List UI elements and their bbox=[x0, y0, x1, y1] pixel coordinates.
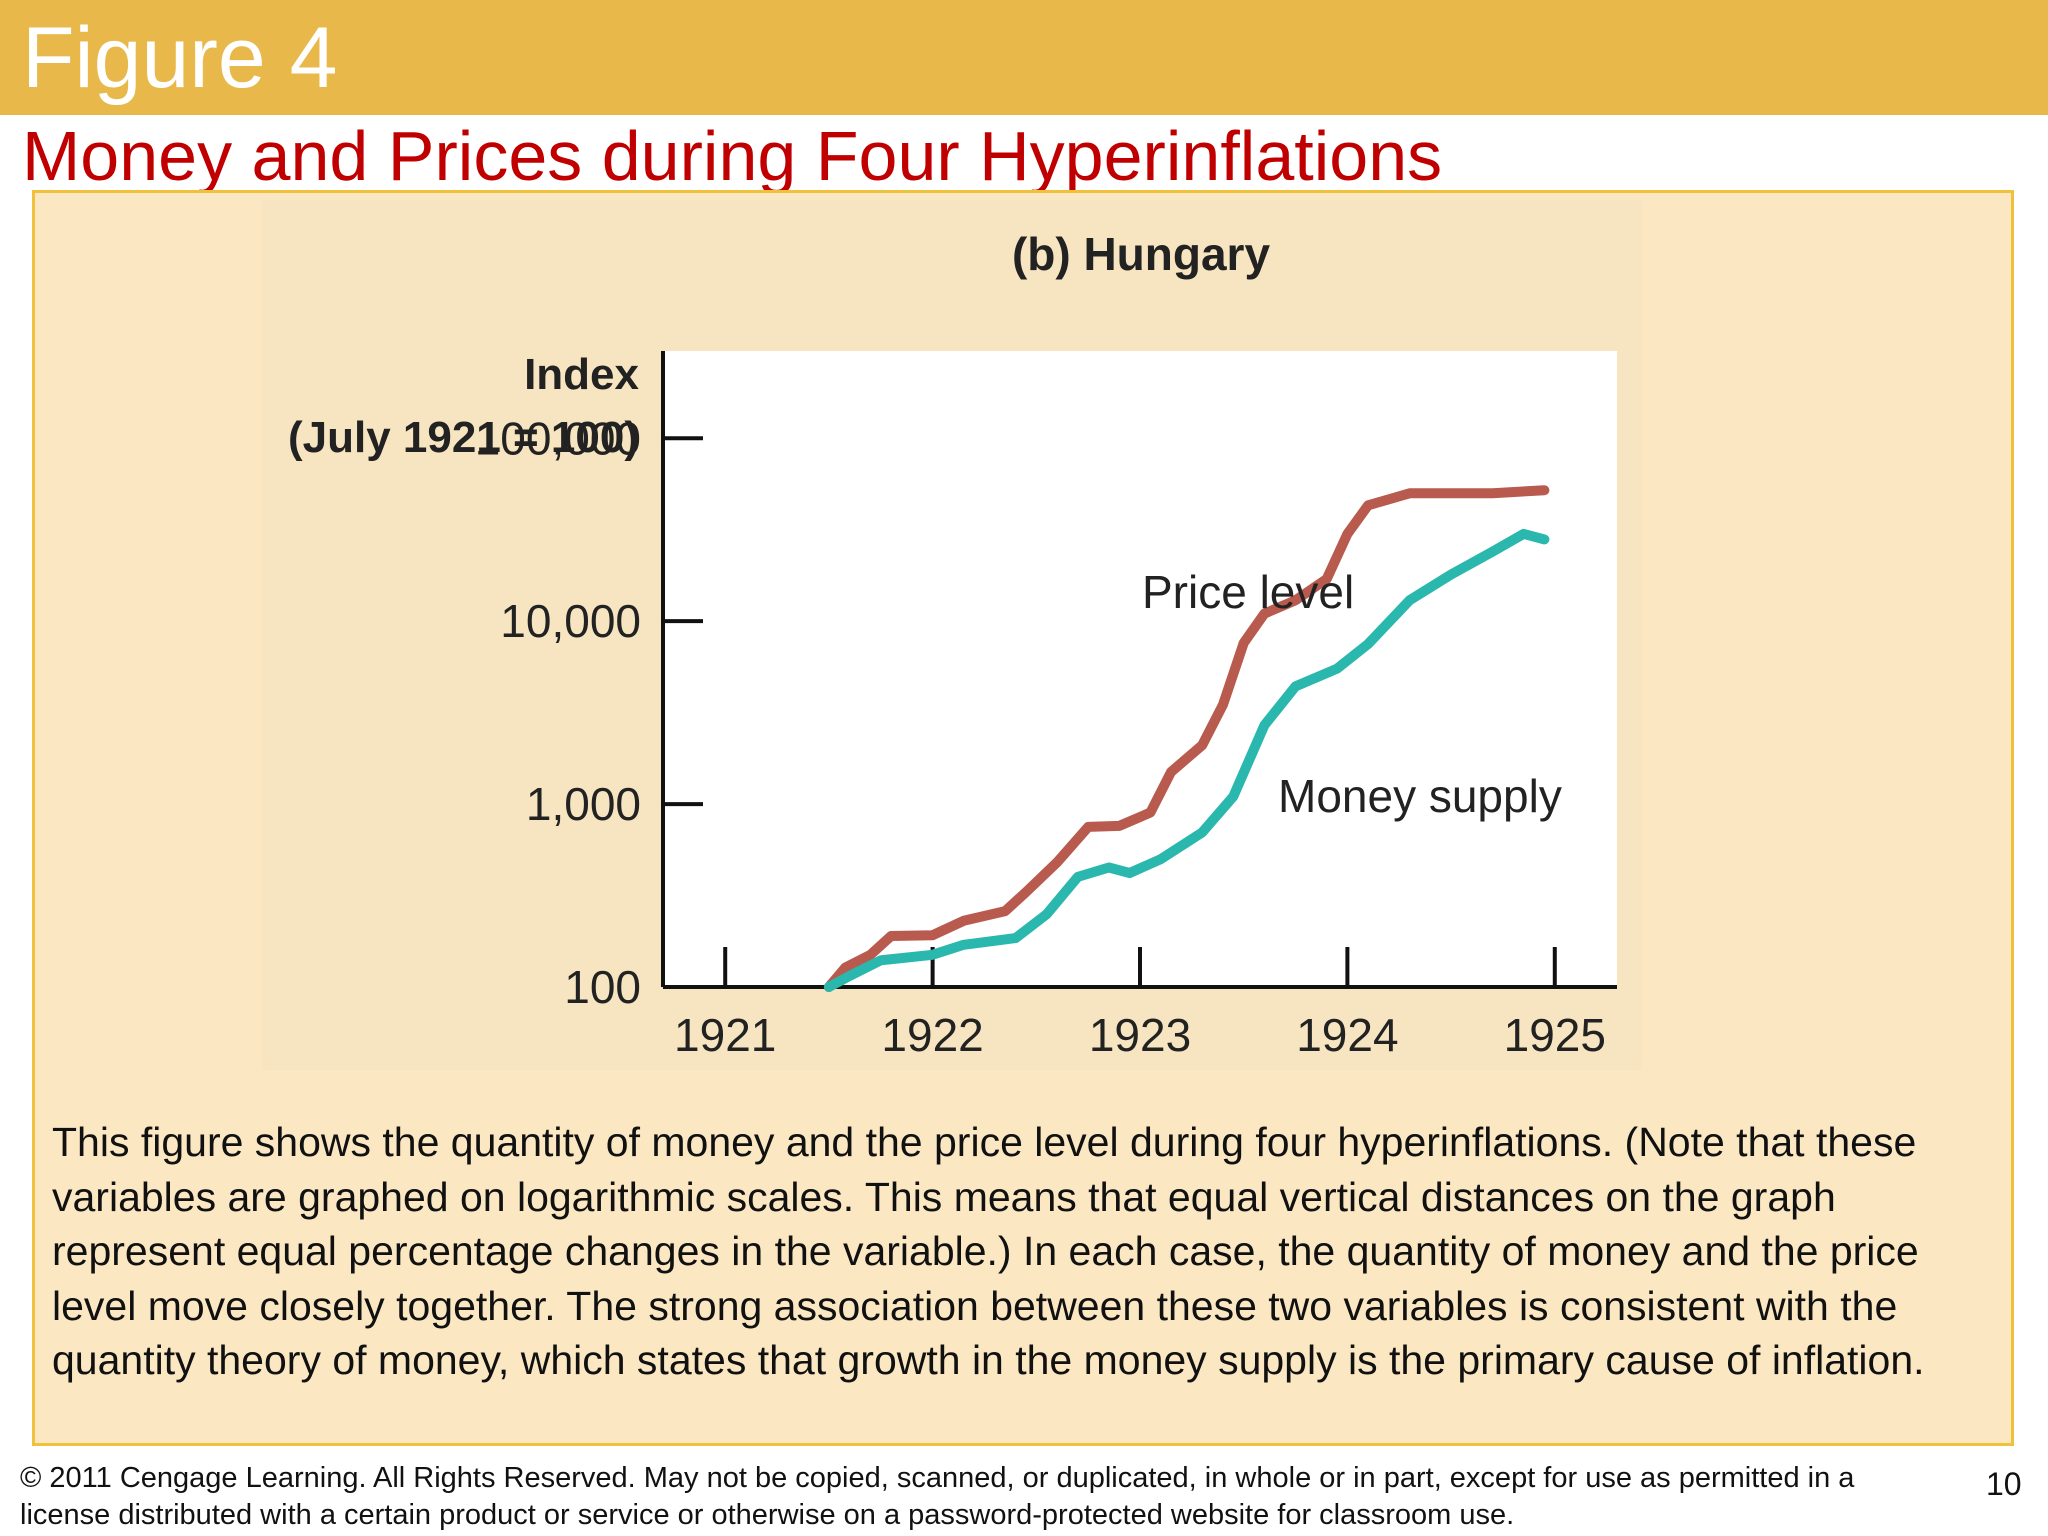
x-tick-label: 1922 bbox=[881, 1009, 983, 1061]
hungary-chart: (b) Hungary Index (July 1921 = 100) 100 1… bbox=[288, 228, 1617, 1061]
y-tick-label: 1,000 bbox=[526, 778, 641, 830]
y-tick-label: 10,000 bbox=[500, 595, 641, 647]
copyright-footer: © 2011 Cengage Learning. All Rights Rese… bbox=[20, 1462, 1855, 1531]
slide-title: Money and Prices during Four Hyperinflat… bbox=[22, 117, 1443, 195]
plot-area bbox=[663, 351, 1617, 987]
figure-label: Figure 4 bbox=[22, 10, 338, 106]
series-line-money-supply bbox=[823, 528, 1550, 992]
series-label-money-supply: Money supply bbox=[1278, 770, 1562, 822]
x-tick-label: 1921 bbox=[674, 1009, 776, 1061]
series-label-price-level: Price level bbox=[1142, 566, 1354, 618]
chart-title: (b) Hungary bbox=[1012, 228, 1271, 280]
y-axis-label-line1: Index bbox=[524, 350, 639, 399]
x-tick-label: 1923 bbox=[1089, 1009, 1191, 1061]
series-line-price-level bbox=[823, 485, 1550, 992]
y-tick-label: 100,000 bbox=[475, 412, 641, 464]
y-axis-label-line2: (July 1921 = 100) bbox=[288, 413, 639, 462]
x-tick-label: 1924 bbox=[1296, 1009, 1398, 1061]
figure-caption: This figure shows the quantity of money … bbox=[52, 1119, 1925, 1383]
title-bar bbox=[0, 0, 2048, 115]
x-tick-label: 1925 bbox=[1504, 1009, 1606, 1061]
page-number: 10 bbox=[1986, 1466, 2022, 1502]
y-tick-label: 100 bbox=[564, 961, 641, 1013]
